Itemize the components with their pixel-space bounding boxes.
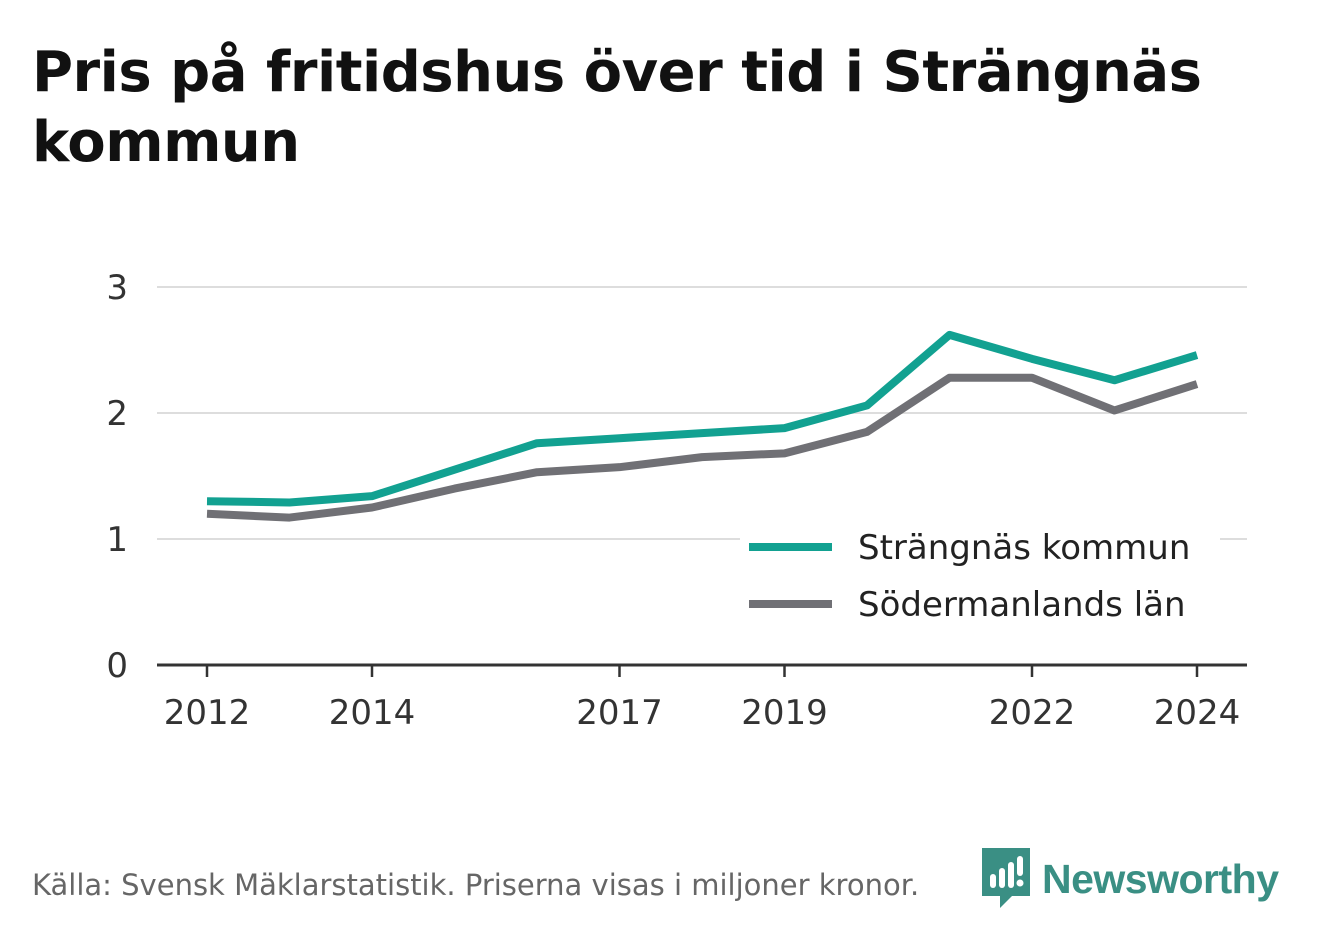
y-tick-label: 1	[106, 520, 128, 560]
y-tick-label: 0	[106, 646, 128, 686]
x-tick-label: 2022	[989, 693, 1076, 733]
y-axis-ticks: 0 1 2 3	[106, 268, 128, 686]
newsworthy-logo-icon	[982, 848, 1030, 908]
x-tick-label: 2017	[576, 693, 663, 733]
series-line-0	[206, 330, 1199, 507]
brand-name: Newsworthy	[1042, 855, 1279, 902]
y-tick-label: 2	[106, 394, 128, 434]
series-line-1	[206, 373, 1199, 522]
source-note: Källa: Svensk Mäklarstatistik. Priserna …	[32, 868, 920, 902]
y-tick-label: 3	[106, 268, 128, 308]
line-chart: 0 1 2 3 2012 2014 2017 2019 2022 2024 Strängnäs …	[106, 268, 1247, 733]
x-tick-label: 2019	[741, 693, 828, 733]
x-tick-label: 2012	[164, 693, 251, 733]
x-tick-label: 2014	[329, 693, 416, 733]
legend-label: Södermanlands län	[858, 585, 1186, 625]
legend: Strängnäs kommun Södermanlands län	[740, 521, 1220, 630]
chart-title: Pris på fritidshus över tid i Strängnäs …	[32, 40, 1202, 175]
legend-label: Strängnäs kommun	[858, 528, 1190, 568]
x-tick-label: 2024	[1154, 693, 1241, 733]
x-axis: 2012 2014 2017 2019 2022 2024	[157, 663, 1247, 733]
brand-logo: Newsworthy	[982, 848, 1279, 910]
series-lines	[206, 330, 1199, 522]
